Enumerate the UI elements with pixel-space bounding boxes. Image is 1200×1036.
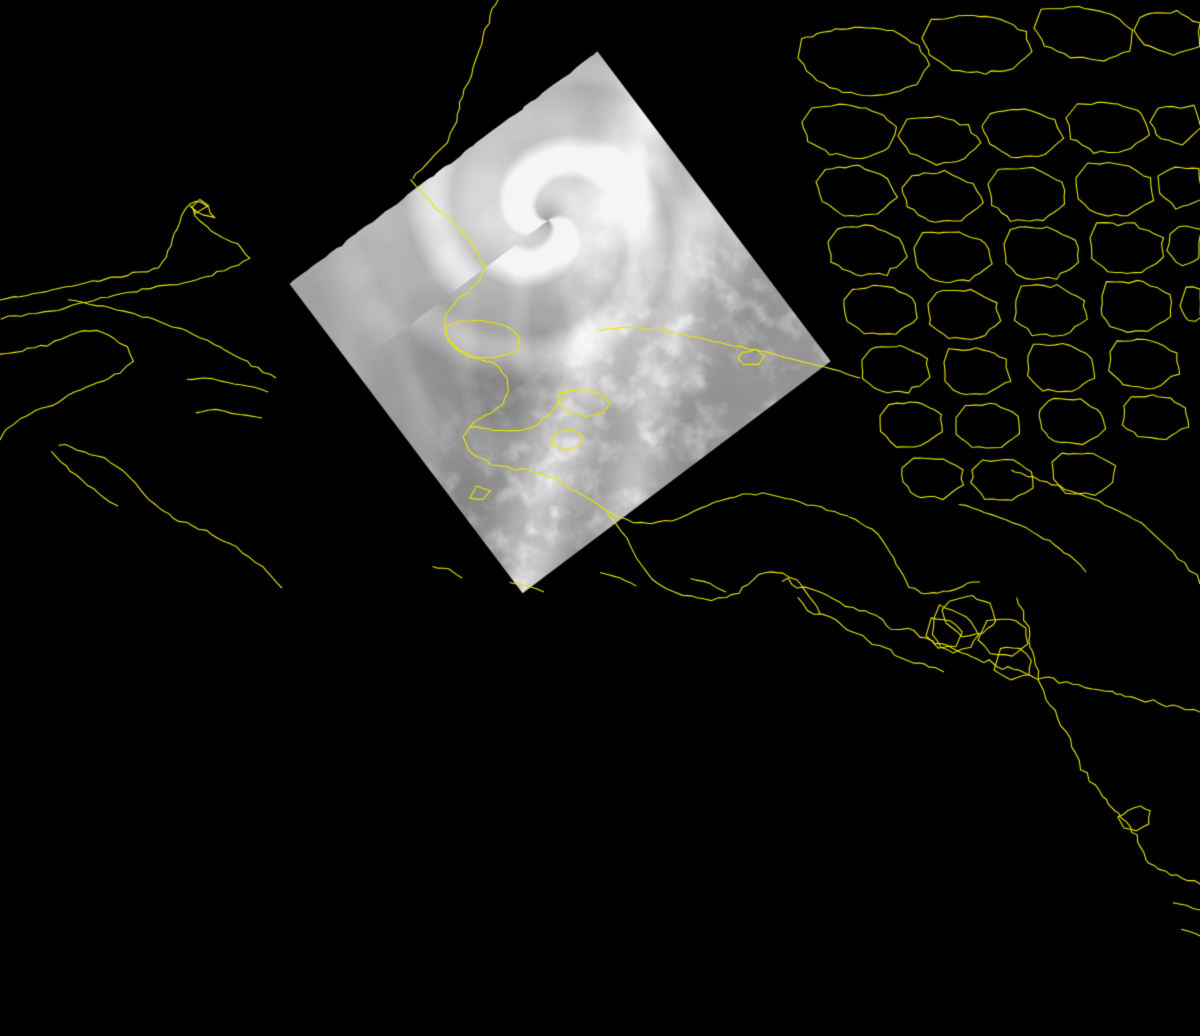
satellite-map-canvas[interactable]: [0, 0, 1200, 1036]
map-viewport[interactable]: [0, 0, 1200, 1036]
